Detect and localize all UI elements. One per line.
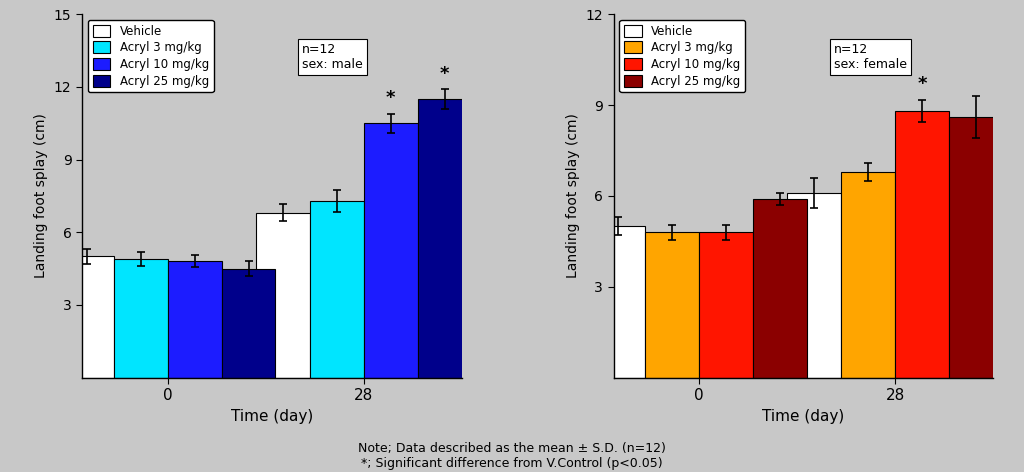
Text: n=12
sex: female: n=12 sex: female xyxy=(834,43,907,71)
Y-axis label: Landing foot splay (cm): Landing foot splay (cm) xyxy=(35,113,48,278)
X-axis label: Time (day): Time (day) xyxy=(230,409,313,423)
Text: *: * xyxy=(918,75,927,93)
Bar xyxy=(256,213,309,378)
Bar xyxy=(309,201,364,378)
Bar xyxy=(699,232,754,378)
Text: n=12
sex: male: n=12 sex: male xyxy=(302,43,362,71)
Bar xyxy=(418,99,471,378)
Text: Note; Data described as the mean ± S.D. (n=12)
*; Significant difference from V.: Note; Data described as the mean ± S.D. … xyxy=(358,442,666,470)
Bar xyxy=(592,226,645,378)
Bar xyxy=(842,172,895,378)
Bar xyxy=(114,259,168,378)
Bar xyxy=(787,193,842,378)
Legend: Vehicle, Acryl 3 mg/kg, Acryl 10 mg/kg, Acryl 25 mg/kg: Vehicle, Acryl 3 mg/kg, Acryl 10 mg/kg, … xyxy=(620,20,745,92)
Y-axis label: Landing foot splay (cm): Landing foot splay (cm) xyxy=(566,113,580,278)
Legend: Vehicle, Acryl 3 mg/kg, Acryl 10 mg/kg, Acryl 25 mg/kg: Vehicle, Acryl 3 mg/kg, Acryl 10 mg/kg, … xyxy=(88,20,214,92)
Bar xyxy=(364,123,418,378)
Bar xyxy=(168,261,221,378)
Bar xyxy=(754,199,807,378)
Text: *: * xyxy=(439,65,450,83)
Bar xyxy=(949,117,1004,378)
X-axis label: Time (day): Time (day) xyxy=(762,409,845,423)
Bar xyxy=(895,111,949,378)
Text: *: * xyxy=(386,89,395,108)
Bar xyxy=(221,269,275,378)
Bar xyxy=(645,232,699,378)
Bar xyxy=(59,256,114,378)
